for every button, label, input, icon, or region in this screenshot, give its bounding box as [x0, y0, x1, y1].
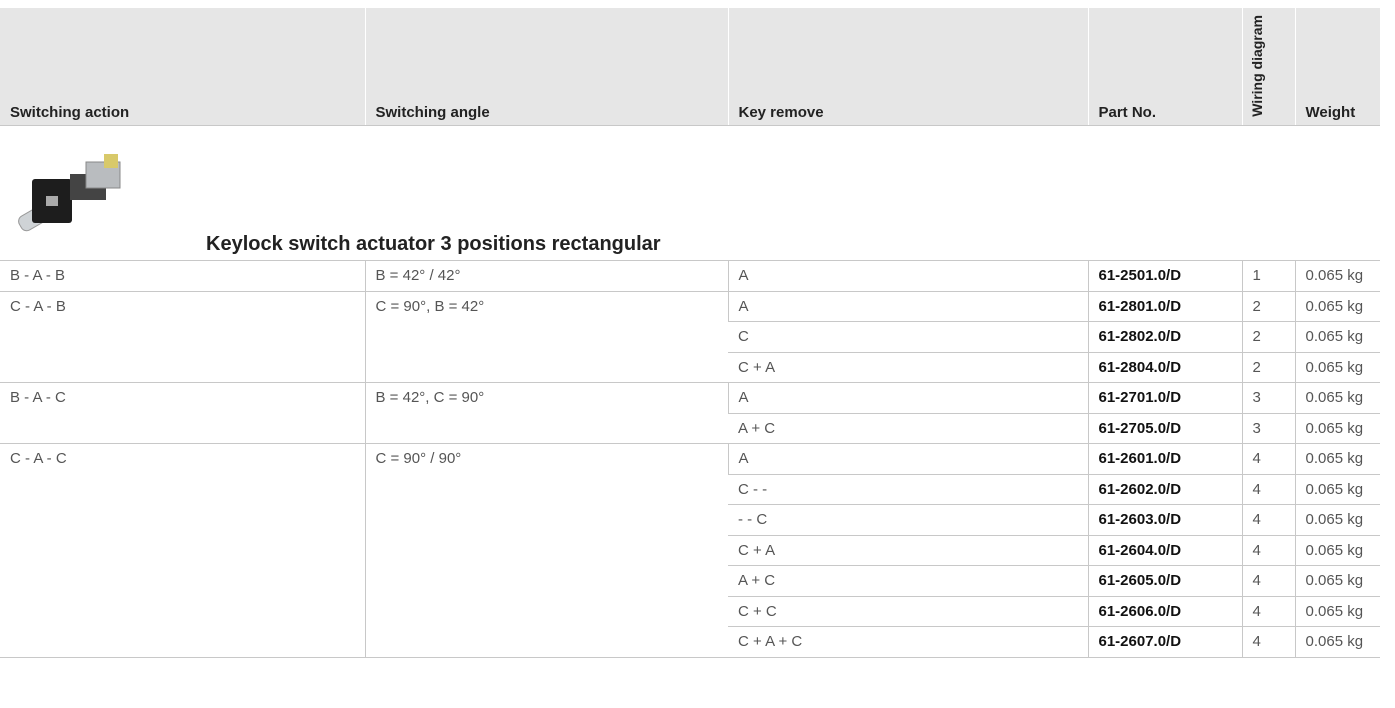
weight: 0.065 kg [1294, 626, 1380, 658]
weight: 0.065 kg [1294, 260, 1380, 292]
wiring-diagram: 3 [1241, 413, 1295, 444]
table-header: Switching action Switching angle Key rem… [0, 8, 1380, 126]
wiring-diagram: 4 [1241, 596, 1295, 627]
part-number: 61-2604.0/D [1087, 535, 1242, 566]
table-row: C + A + C 61-2607.0/D 4 0.065 kg [0, 626, 1380, 658]
table-body: Keylock switch actuator 3 positions rect… [0, 125, 1380, 658]
table-row: C + C 61-2606.0/D 4 0.065 kg [0, 596, 1380, 627]
key-remove: A [727, 443, 1088, 475]
key-remove: C + A [728, 535, 1088, 566]
weight: 0.065 kg [1294, 504, 1380, 536]
weight: 0.065 kg [1294, 291, 1380, 322]
wiring-diagram: 4 [1241, 626, 1295, 658]
wiring-diagram: 1 [1241, 260, 1295, 292]
wiring-diagram: 4 [1241, 474, 1295, 505]
key-remove: C + A [728, 352, 1088, 383]
key-remove: - - C [728, 504, 1088, 536]
section-title: Keylock switch actuator 3 positions rect… [206, 233, 661, 255]
switching-action: C - A - B [0, 291, 365, 383]
header-text: Wiring diagram [1248, 15, 1265, 117]
section-row: Keylock switch actuator 3 positions rect… [0, 125, 1380, 261]
table-row: - - C 61-2603.0/D 4 0.065 kg [0, 504, 1380, 536]
wiring-diagram: 2 [1241, 352, 1295, 383]
part-number: 61-2801.0/D [1087, 291, 1242, 322]
weight: 0.065 kg [1294, 382, 1380, 414]
part-number: 61-2804.0/D [1087, 352, 1242, 383]
wiring-diagram: 4 [1241, 535, 1295, 566]
wiring-diagram: 4 [1241, 504, 1295, 536]
table-row: A + C 61-2605.0/D 4 0.065 kg [0, 565, 1380, 597]
key-remove: C + C [728, 596, 1088, 627]
product-table: Switching action Switching angle Key rem… [0, 8, 1380, 658]
header-cell: Key remove [727, 8, 1088, 126]
wiring-diagram: 4 [1241, 443, 1295, 475]
key-remove: A [727, 382, 1088, 414]
header-cell: Switching angle [364, 8, 728, 126]
key-remove: C - - [728, 474, 1088, 505]
part-number: 61-2802.0/D [1087, 321, 1242, 353]
part-number: 61-2602.0/D [1087, 474, 1242, 505]
switching-action: B - A - C [0, 382, 365, 444]
key-remove: A [727, 291, 1088, 322]
table-row: C + A 61-2604.0/D 4 0.065 kg [0, 535, 1380, 566]
weight: 0.065 kg [1294, 596, 1380, 627]
header-cell: Weight [1294, 8, 1380, 126]
section-cell: Keylock switch actuator 3 positions rect… [0, 125, 1380, 261]
key-remove: A + C [728, 565, 1088, 597]
switching-angle: B = 42°, C = 90° [364, 382, 728, 444]
part-number: 61-2605.0/D [1087, 565, 1242, 597]
weight: 0.065 kg [1294, 535, 1380, 566]
weight: 0.065 kg [1294, 352, 1380, 383]
key-remove: A + C [728, 413, 1088, 444]
part-number: 61-2607.0/D [1087, 626, 1242, 658]
table-row: C - -61-2602.0/D 4 0.065 kg [0, 474, 1380, 505]
part-number: 61-2705.0/D [1087, 413, 1242, 444]
part-number: 61-2501.0/D [1087, 260, 1242, 292]
part-number: 61-2606.0/D [1087, 596, 1242, 627]
wiring-diagram: 3 [1241, 382, 1295, 414]
switching-angle: B = 42° / 42° [364, 260, 728, 292]
key-remove: C [728, 321, 1088, 353]
switching-angle: C = 90°, B = 42° [364, 291, 728, 383]
header-cell: Switching action [0, 8, 365, 126]
weight: 0.065 kg [1294, 443, 1380, 475]
wiring-diagram: 2 [1241, 321, 1295, 353]
wiring-diagram: 4 [1241, 565, 1295, 597]
switching-angle: C = 90° / 90° [364, 443, 728, 658]
part-number: 61-2701.0/D [1087, 382, 1242, 414]
table-row: C 61-2802.0/D 2 0.065 kg [0, 321, 1380, 353]
weight: 0.065 kg [1294, 565, 1380, 597]
switching-action: B - A - B [0, 260, 365, 292]
key-remove: A [727, 260, 1088, 292]
key-remove: C + A + C [728, 626, 1088, 658]
table-row: C + A 61-2804.0/D 2 0.065 kg [0, 352, 1380, 383]
switching-action: C - A - C [0, 443, 365, 658]
page: Switching action Switching angle Key rem… [0, 8, 1395, 708]
weight: 0.065 kg [1294, 474, 1380, 505]
product-image [18, 154, 121, 232]
header-cell: Wiring diagram [1241, 8, 1295, 126]
wiring-diagram: 2 [1241, 291, 1295, 322]
header-cell: Part No. [1087, 8, 1242, 126]
table-row: A + C 61-2705.0/D 3 0.065 kg [0, 413, 1380, 444]
weight: 0.065 kg [1294, 321, 1380, 353]
weight: 0.065 kg [1294, 413, 1380, 444]
part-number: 61-2601.0/D [1087, 443, 1242, 475]
part-number: 61-2603.0/D [1087, 504, 1242, 536]
